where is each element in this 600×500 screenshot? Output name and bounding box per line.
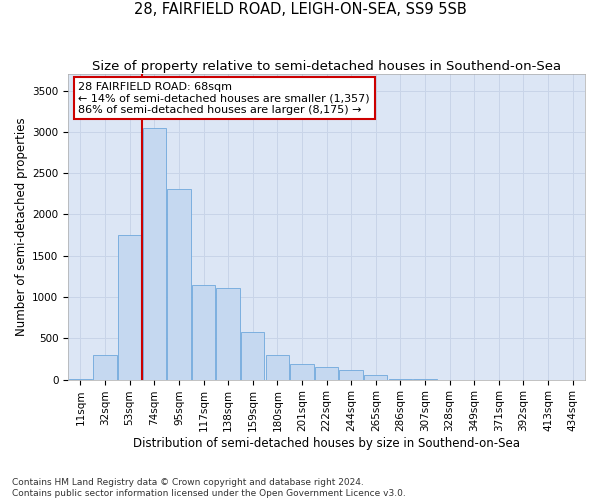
Bar bbox=[266, 355, 289, 380]
Bar bbox=[290, 364, 314, 380]
Bar bbox=[94, 355, 117, 380]
Text: 28, FAIRFIELD ROAD, LEIGH-ON-SEA, SS9 5SB: 28, FAIRFIELD ROAD, LEIGH-ON-SEA, SS9 5S… bbox=[134, 2, 466, 18]
Bar bbox=[118, 235, 142, 380]
Bar bbox=[143, 128, 166, 380]
Bar bbox=[340, 370, 363, 380]
Bar bbox=[315, 367, 338, 380]
Bar bbox=[241, 332, 265, 380]
Title: Size of property relative to semi-detached houses in Southend-on-Sea: Size of property relative to semi-detach… bbox=[92, 60, 561, 73]
Text: 28 FAIRFIELD ROAD: 68sqm
← 14% of semi-detached houses are smaller (1,357)
86% o: 28 FAIRFIELD ROAD: 68sqm ← 14% of semi-d… bbox=[79, 82, 370, 115]
Bar bbox=[192, 286, 215, 380]
Bar bbox=[364, 376, 388, 380]
X-axis label: Distribution of semi-detached houses by size in Southend-on-Sea: Distribution of semi-detached houses by … bbox=[133, 437, 520, 450]
Bar bbox=[217, 288, 240, 380]
Bar bbox=[167, 189, 191, 380]
Y-axis label: Number of semi-detached properties: Number of semi-detached properties bbox=[15, 118, 28, 336]
Bar bbox=[389, 379, 412, 380]
Text: Contains HM Land Registry data © Crown copyright and database right 2024.
Contai: Contains HM Land Registry data © Crown c… bbox=[12, 478, 406, 498]
